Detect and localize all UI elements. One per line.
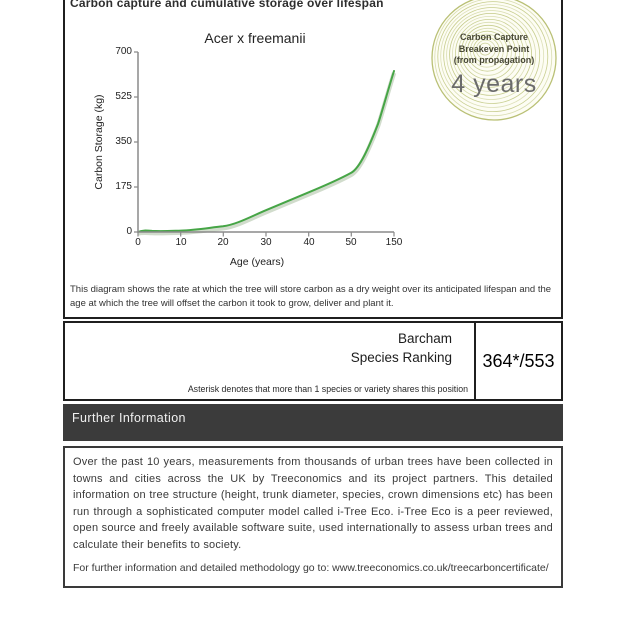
ranking-value: 364*/553 bbox=[474, 323, 561, 399]
y-tick-marks bbox=[134, 51, 138, 233]
breakeven-line2: Breakeven Point bbox=[458, 43, 530, 54]
x-tick-label: 40 bbox=[303, 237, 315, 248]
species-ranking-section: Barcham Species Ranking Asterisk denotes… bbox=[63, 321, 563, 401]
chart-title: Acer x freemanii bbox=[204, 30, 306, 46]
methodology-link-line: For further information and detailed met… bbox=[73, 562, 549, 574]
x-tick-label: 50 bbox=[345, 237, 357, 248]
y-tick-label: 175 bbox=[115, 181, 132, 192]
y-tick-label: 0 bbox=[126, 226, 132, 237]
ranking-title: Barcham Species Ranking bbox=[351, 330, 452, 367]
further-information-body: Over the past 10 years, measurements fro… bbox=[63, 446, 563, 588]
breakeven-line3: (from propagation) bbox=[453, 55, 535, 65]
ranking-label: Species Ranking bbox=[350, 349, 452, 365]
tree-rings-icon bbox=[431, 0, 557, 121]
x-tick-label: 10 bbox=[175, 237, 187, 248]
ranking-label-cell: Barcham Species Ranking Asterisk denotes… bbox=[65, 323, 474, 399]
ranking-asterisk-note: Asterisk denotes that more than 1 specie… bbox=[187, 384, 468, 394]
chart-plot-area bbox=[134, 51, 397, 237]
carbon-storage-curve bbox=[137, 70, 395, 233]
carbon-storage-chart bbox=[134, 51, 397, 237]
further-information-heading: Further Information bbox=[72, 411, 186, 425]
y-tick-label: 350 bbox=[115, 136, 132, 147]
y-axis-label: Carbon Storage (kg) bbox=[93, 94, 105, 190]
chart-section: Carbon capture and cumulative storage ov… bbox=[63, 0, 563, 319]
x-tick-label: 20 bbox=[217, 237, 229, 248]
breakeven-badge: Carbon Capture Breakeven Point (from pro… bbox=[429, 0, 559, 126]
y-tick-label: 700 bbox=[115, 46, 132, 57]
y-tick-label: 525 bbox=[115, 91, 132, 102]
x-tick-marks bbox=[137, 232, 395, 237]
x-tick-label: 0 bbox=[135, 237, 141, 248]
further-information-paragraph: Over the past 10 years, measurements fro… bbox=[73, 456, 553, 551]
x-tick-label: 150 bbox=[385, 237, 403, 248]
breakeven-line1: Carbon Capture bbox=[459, 32, 528, 42]
x-axis-label: Age (years) bbox=[229, 256, 285, 268]
further-information-header: Further Information bbox=[63, 404, 563, 441]
ranking-org: Barcham bbox=[397, 331, 452, 346]
x-tick-label: 30 bbox=[260, 237, 272, 248]
breakeven-text: Carbon Capture Breakeven Point (from pro… bbox=[429, 32, 559, 99]
axes bbox=[137, 52, 394, 233]
breakeven-value: 4 years bbox=[451, 69, 537, 98]
chart-caption: This diagram shows the rate at which the… bbox=[70, 284, 552, 309]
page-title: Carbon capture and cumulative storage ov… bbox=[70, 0, 384, 10]
